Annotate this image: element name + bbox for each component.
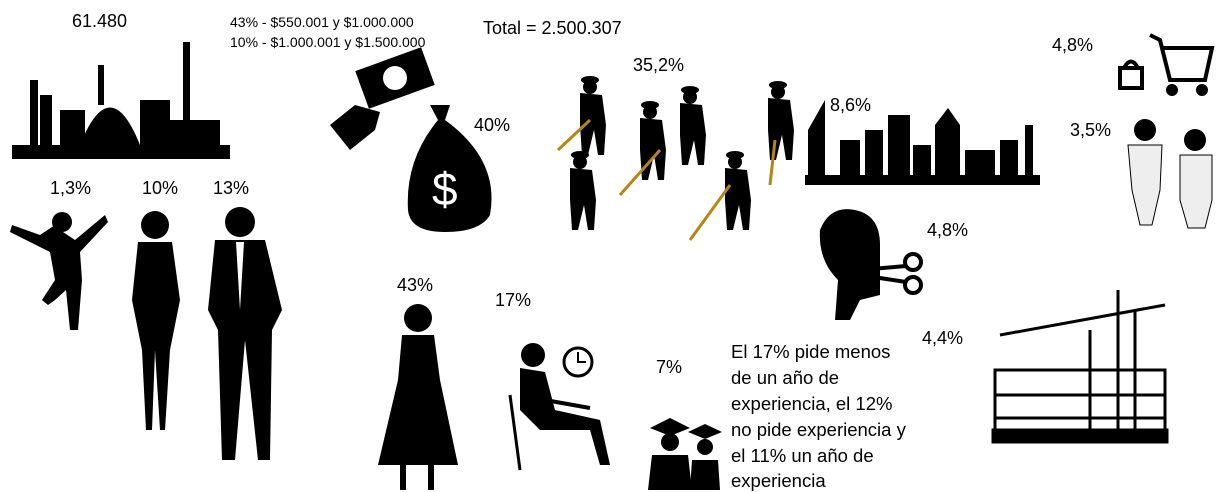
note-line: de un año de bbox=[731, 367, 839, 388]
people-silhouettes bbox=[10, 207, 282, 460]
note-line: el 11% un año de bbox=[731, 445, 874, 466]
dollar-icon: $ bbox=[432, 163, 458, 215]
cart-silhouette bbox=[1118, 33, 1215, 96]
person-label: 1,3% bbox=[50, 178, 91, 198]
schoolgirl-silhouette bbox=[378, 304, 458, 490]
salary-range: 10% - $1.000.001 y $1.500.000 bbox=[230, 34, 426, 50]
health-label: 3,5% bbox=[1070, 120, 1111, 140]
schoolgirl-label: 43% bbox=[397, 275, 433, 295]
construction-silhouette bbox=[991, 290, 1169, 444]
farm-workers-silhouette bbox=[556, 76, 794, 241]
person-label: 13% bbox=[213, 178, 249, 198]
city-silhouette bbox=[805, 100, 1040, 185]
city-label: 8,6% bbox=[830, 95, 871, 115]
hairdresser-silhouette bbox=[819, 209, 923, 320]
construction-label: 4,4% bbox=[922, 328, 963, 348]
student-label: 17% bbox=[495, 290, 531, 310]
farm-workers-label: 35,2% bbox=[633, 55, 684, 75]
experience-note: El 17% pide menos de un año de experienc… bbox=[731, 341, 907, 491]
graduates-label: 7% bbox=[656, 357, 682, 377]
doctors-silhouette bbox=[1127, 119, 1213, 229]
note-line: experiencia bbox=[731, 470, 826, 491]
student-silhouette bbox=[508, 343, 610, 471]
money-silhouette: $ bbox=[330, 47, 492, 232]
note-line: experiencia, el 12% bbox=[731, 393, 892, 414]
factory-silhouette bbox=[12, 42, 230, 159]
note-line: El 17% pide menos bbox=[731, 341, 890, 362]
money-label: 40% bbox=[474, 115, 510, 135]
commerce-label: 4,8% bbox=[1052, 35, 1093, 55]
note-line: no pide experiencia y bbox=[731, 419, 907, 440]
total-label: Total = 2.500.307 bbox=[483, 18, 622, 38]
graduates-silhouette bbox=[648, 418, 722, 490]
person-label: 10% bbox=[142, 178, 178, 198]
factory-label: 61.480 bbox=[72, 11, 127, 31]
salary-range: 43% - $550.001 y $1.000.000 bbox=[230, 14, 414, 30]
hairdresser-label: 4,8% bbox=[927, 220, 968, 240]
